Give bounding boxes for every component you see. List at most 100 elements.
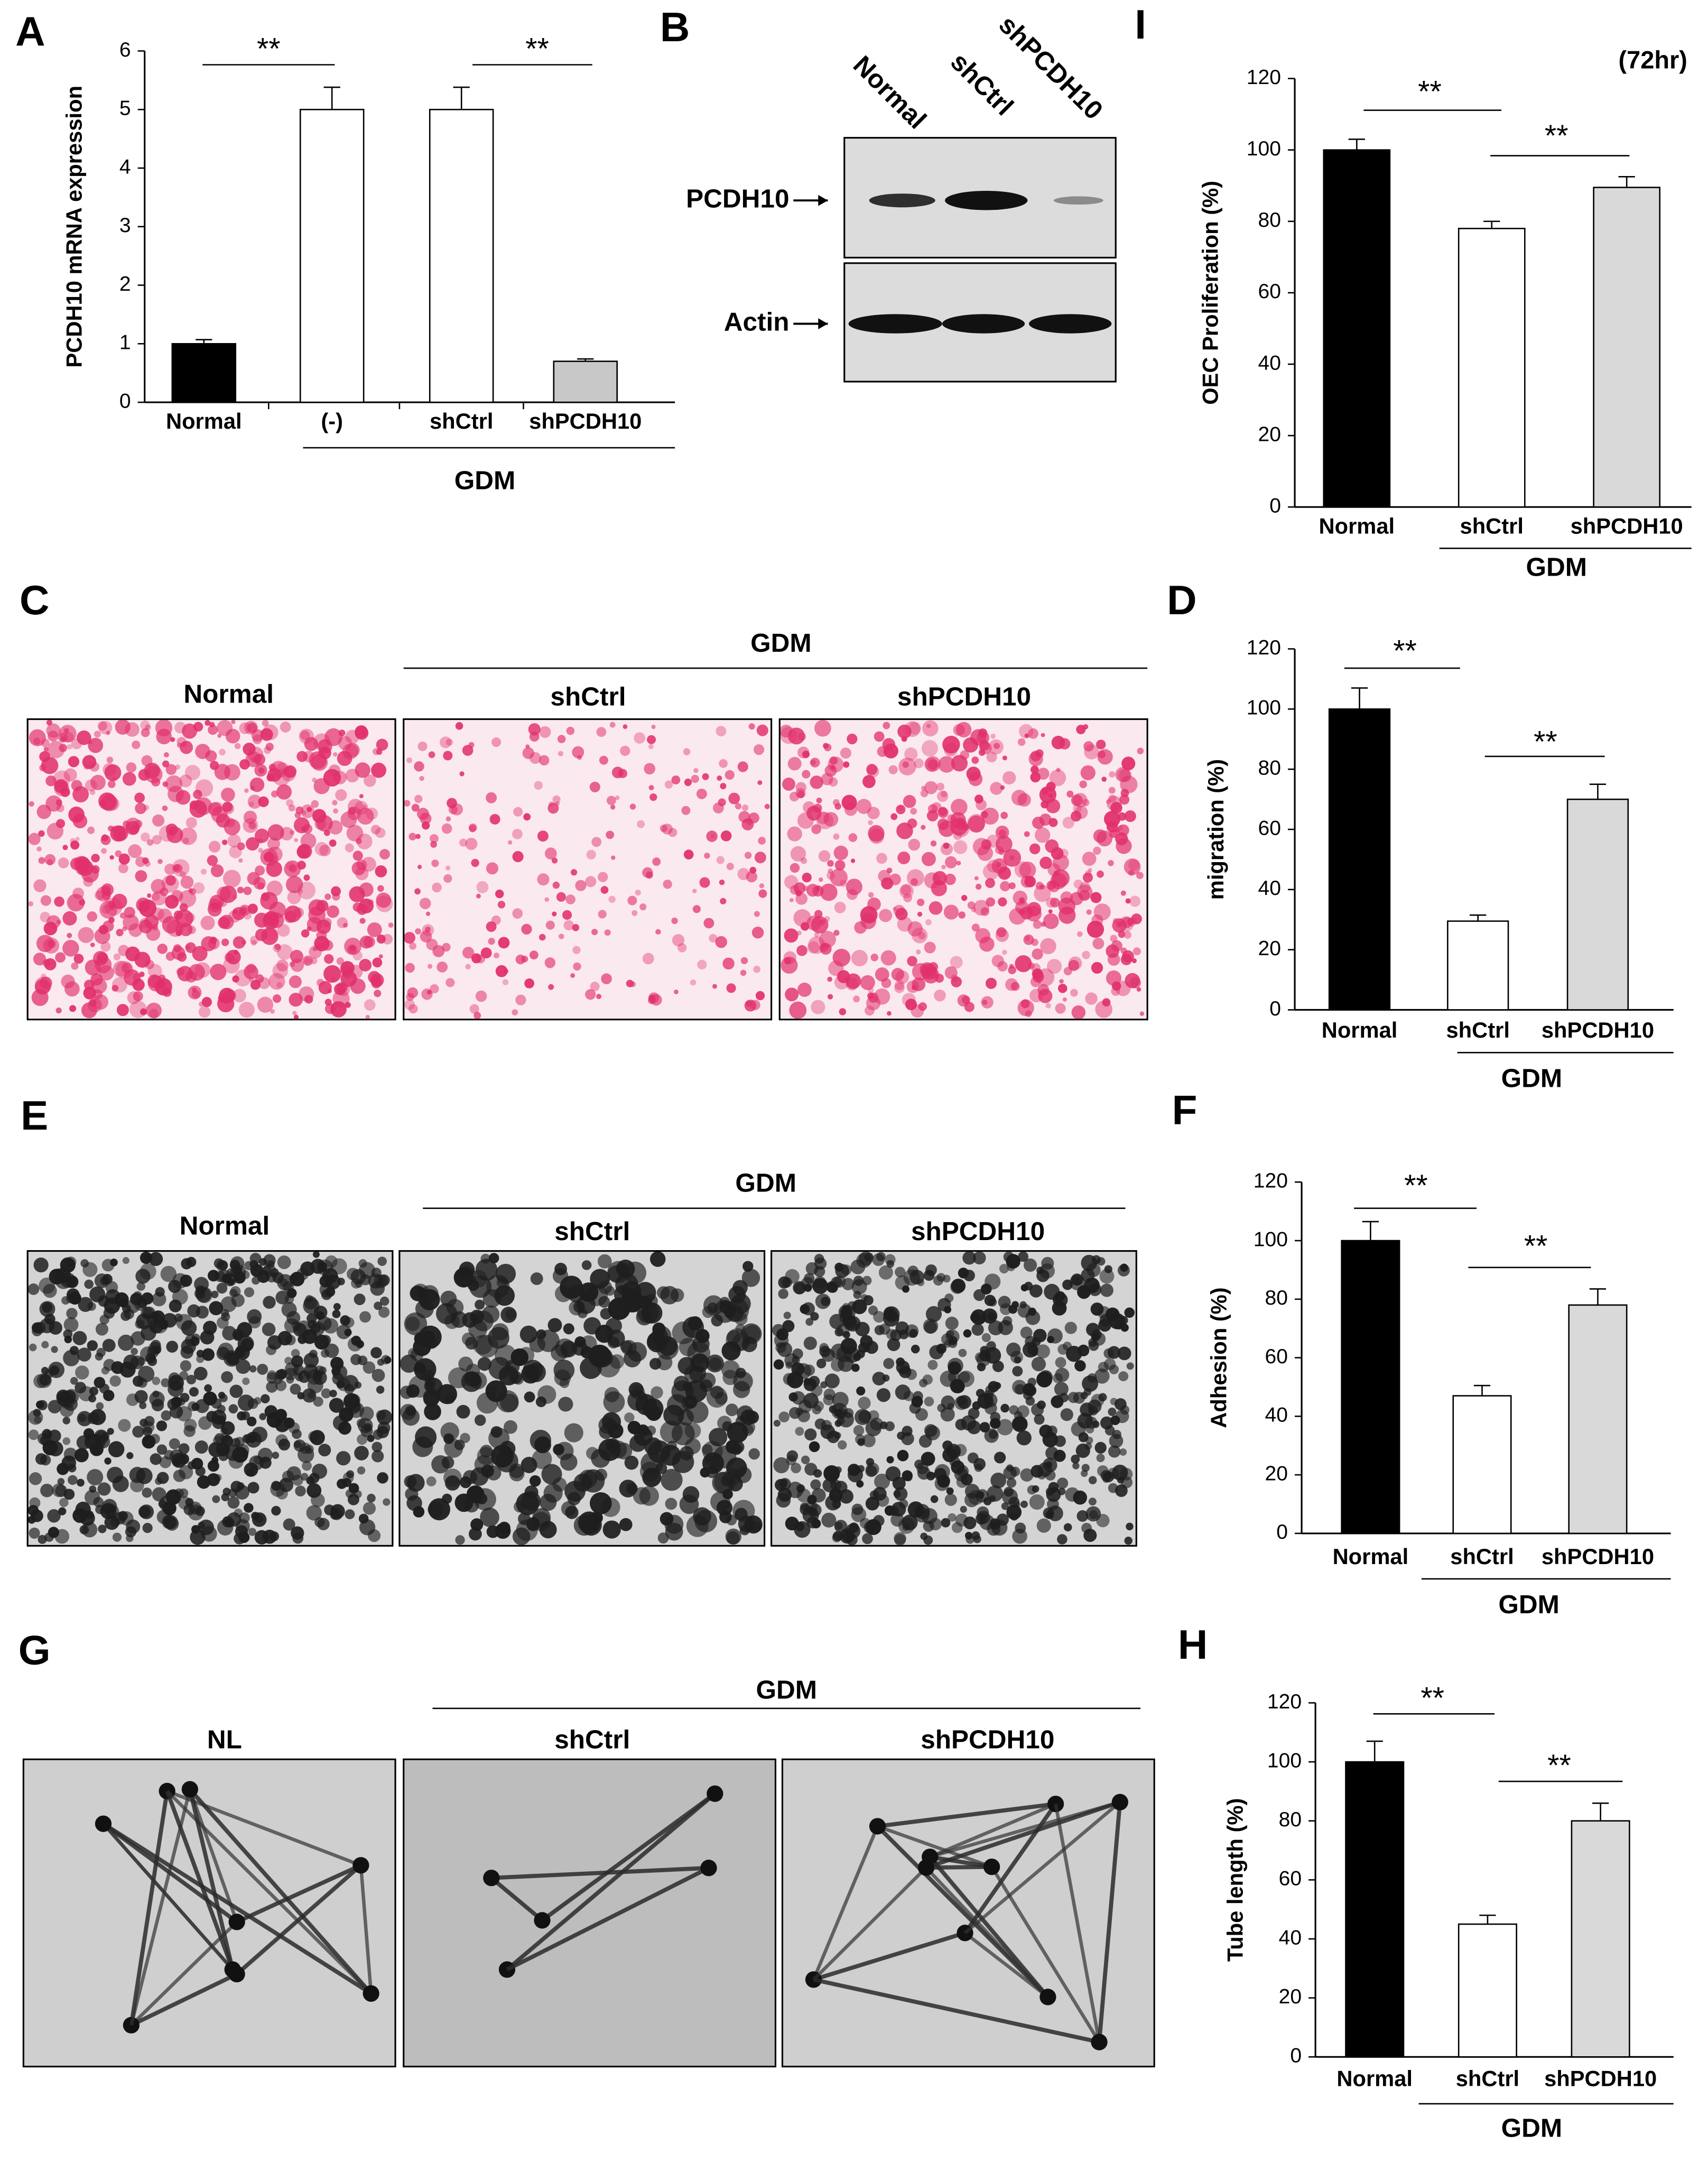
cell (1139, 1011, 1145, 1016)
cell (1034, 1414, 1045, 1425)
cell (1094, 1368, 1110, 1384)
cell (1087, 920, 1104, 938)
cell (184, 764, 201, 781)
cell (376, 892, 392, 908)
cell (1002, 771, 1016, 785)
cell (263, 1263, 276, 1278)
cell (40, 895, 51, 906)
cell (165, 1489, 181, 1505)
cell (455, 1535, 465, 1545)
cell (67, 932, 72, 938)
cell (194, 1277, 209, 1292)
cell (62, 940, 79, 957)
cell (52, 1483, 66, 1498)
cell (363, 1423, 372, 1432)
cell (750, 1000, 760, 1011)
cell (545, 920, 555, 930)
cell (56, 804, 64, 812)
cell (140, 1346, 155, 1362)
cell (323, 829, 330, 836)
y-tick-label: 80 (1265, 1287, 1288, 1309)
cell (1019, 861, 1036, 879)
cell (1039, 1425, 1053, 1438)
cell (1068, 956, 1082, 970)
cell (1055, 1367, 1070, 1382)
cell (312, 1251, 320, 1258)
cell (359, 794, 364, 799)
cell (982, 1000, 988, 1005)
cell (316, 942, 323, 950)
cell (80, 1259, 89, 1268)
cell (1080, 765, 1096, 781)
y-tick-label: 6 (119, 39, 131, 61)
cell (858, 1410, 871, 1423)
cell (937, 1403, 946, 1412)
cell (258, 977, 270, 990)
bar (1593, 187, 1661, 508)
cell (605, 1286, 615, 1296)
micrograph (26, 718, 396, 1021)
cell (62, 845, 68, 851)
cell (98, 1295, 110, 1307)
cell (679, 1338, 698, 1356)
cell (459, 771, 465, 777)
cell (1032, 1485, 1039, 1493)
cell (409, 1004, 418, 1014)
cell (591, 929, 598, 936)
cell (524, 978, 535, 988)
cell (671, 917, 678, 925)
cell (947, 814, 956, 823)
cell (103, 920, 114, 932)
cell (944, 873, 956, 885)
cell (931, 802, 942, 812)
cell (465, 1337, 478, 1350)
cell (745, 1001, 752, 1007)
cell (227, 834, 241, 848)
cell (1092, 937, 1104, 949)
cell (1024, 831, 1030, 837)
tube (130, 1920, 238, 2027)
cell (909, 1270, 925, 1285)
cell (476, 893, 481, 899)
cell (247, 903, 258, 914)
cell (951, 799, 968, 816)
cell (332, 990, 350, 1007)
cell (918, 1435, 932, 1448)
cell (1035, 882, 1044, 890)
cell (830, 868, 848, 886)
cell (70, 1376, 78, 1385)
cell (101, 1366, 109, 1375)
cell (544, 957, 556, 968)
cell (886, 1260, 895, 1268)
cell (985, 878, 995, 888)
cell (1088, 1498, 1097, 1506)
cell (679, 1446, 694, 1461)
cell (318, 1444, 331, 1457)
cell (1087, 1263, 1101, 1277)
cell (1025, 1384, 1037, 1397)
cell (179, 827, 197, 845)
cell (814, 1276, 827, 1289)
cell (108, 917, 115, 923)
cell (475, 990, 487, 1002)
cell (1018, 724, 1034, 739)
cell (162, 1514, 177, 1529)
y-tick-label: 1 (119, 331, 131, 354)
cell (104, 764, 122, 781)
cell (795, 890, 802, 896)
cell (57, 1463, 69, 1475)
cell (555, 1338, 575, 1358)
cell (779, 724, 793, 738)
cell (89, 1485, 97, 1493)
cell (759, 883, 765, 889)
cell (1088, 1283, 1102, 1296)
cell (155, 1477, 163, 1485)
cell (118, 945, 129, 956)
cell (120, 1310, 131, 1321)
cell (424, 1403, 441, 1420)
cell (244, 965, 258, 979)
panel-letter: F (1172, 1087, 1198, 1133)
cell (247, 1416, 257, 1427)
cell (1125, 898, 1131, 904)
cell (249, 777, 265, 792)
